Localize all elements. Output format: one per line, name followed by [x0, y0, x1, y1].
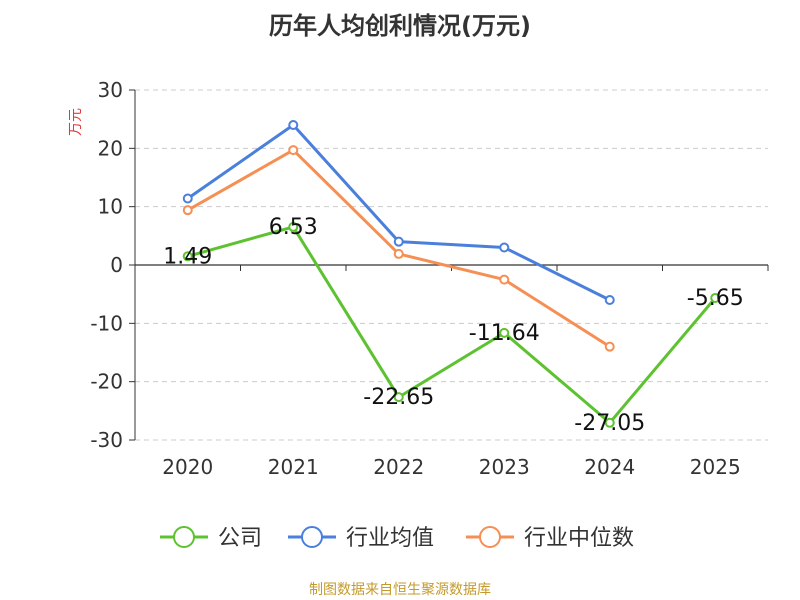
grid-lines — [135, 89, 768, 441]
series-line — [187, 225, 717, 425]
series-point — [393, 236, 404, 247]
legend: 公司 行业均值 行业中位数 — [160, 526, 634, 551]
series-point — [182, 193, 193, 204]
data-label: 1.49 — [163, 244, 212, 269]
legend-label: 行业均值 — [346, 526, 434, 551]
series-point — [182, 205, 193, 216]
y-tick-label: -30 — [90, 428, 123, 452]
y-tick-label: 20 — [98, 136, 123, 160]
series-point — [604, 295, 615, 305]
data-label: -5.65 — [687, 286, 744, 311]
series-point — [393, 248, 404, 259]
y-tick-label: 0 — [110, 253, 123, 277]
chart-title: 历年人均创利情况(万元) — [269, 12, 531, 40]
series-point — [393, 392, 404, 403]
series-line — [187, 148, 611, 348]
x-tick-label: 2022 — [373, 455, 424, 479]
y-axis-label: 万元 — [68, 108, 84, 136]
y-tick-label: -20 — [90, 370, 123, 394]
data-label: -22.65 — [363, 385, 434, 410]
series-point — [710, 292, 721, 303]
series-point — [604, 341, 615, 352]
x-tick-label: 2024 — [584, 455, 635, 479]
data-label: 6.53 — [269, 215, 318, 240]
series-lines — [182, 120, 721, 428]
legend-marker — [301, 526, 323, 548]
series-point — [288, 221, 299, 232]
x-tick-label: 2023 — [479, 455, 530, 479]
source-note: 制图数据来自恒生聚源数据库 — [309, 582, 491, 598]
legend-label: 行业中位数 — [524, 526, 634, 551]
legend-label: 公司 — [218, 526, 262, 551]
series-point — [499, 274, 510, 285]
series-point — [499, 242, 510, 253]
x-tick-label: 2025 — [690, 455, 741, 479]
y-tick-label: 10 — [98, 195, 123, 219]
x-tick-label: 2021 — [268, 455, 319, 479]
series-point — [182, 251, 193, 262]
x-tick-label: 2020 — [162, 455, 213, 479]
data-label: -27.05 — [574, 411, 645, 436]
data-labels: 1.49 6.53 -22.65 -11.64 -27.05 -5.65 — [163, 215, 743, 436]
y-tick-label: -10 — [90, 311, 123, 335]
legend-marker — [479, 526, 501, 548]
series-line — [186, 123, 611, 302]
series-point — [604, 417, 615, 428]
series-point — [499, 327, 510, 338]
data-label: -11.64 — [469, 321, 540, 346]
axes: -30 -20 -10 0 10 20 30 2020 2021 2022 2023 2024 2025 — [90, 78, 769, 479]
series-point — [288, 120, 299, 130]
series-point — [288, 145, 299, 156]
y-tick-label: 30 — [98, 78, 123, 102]
legend-marker — [173, 526, 195, 548]
